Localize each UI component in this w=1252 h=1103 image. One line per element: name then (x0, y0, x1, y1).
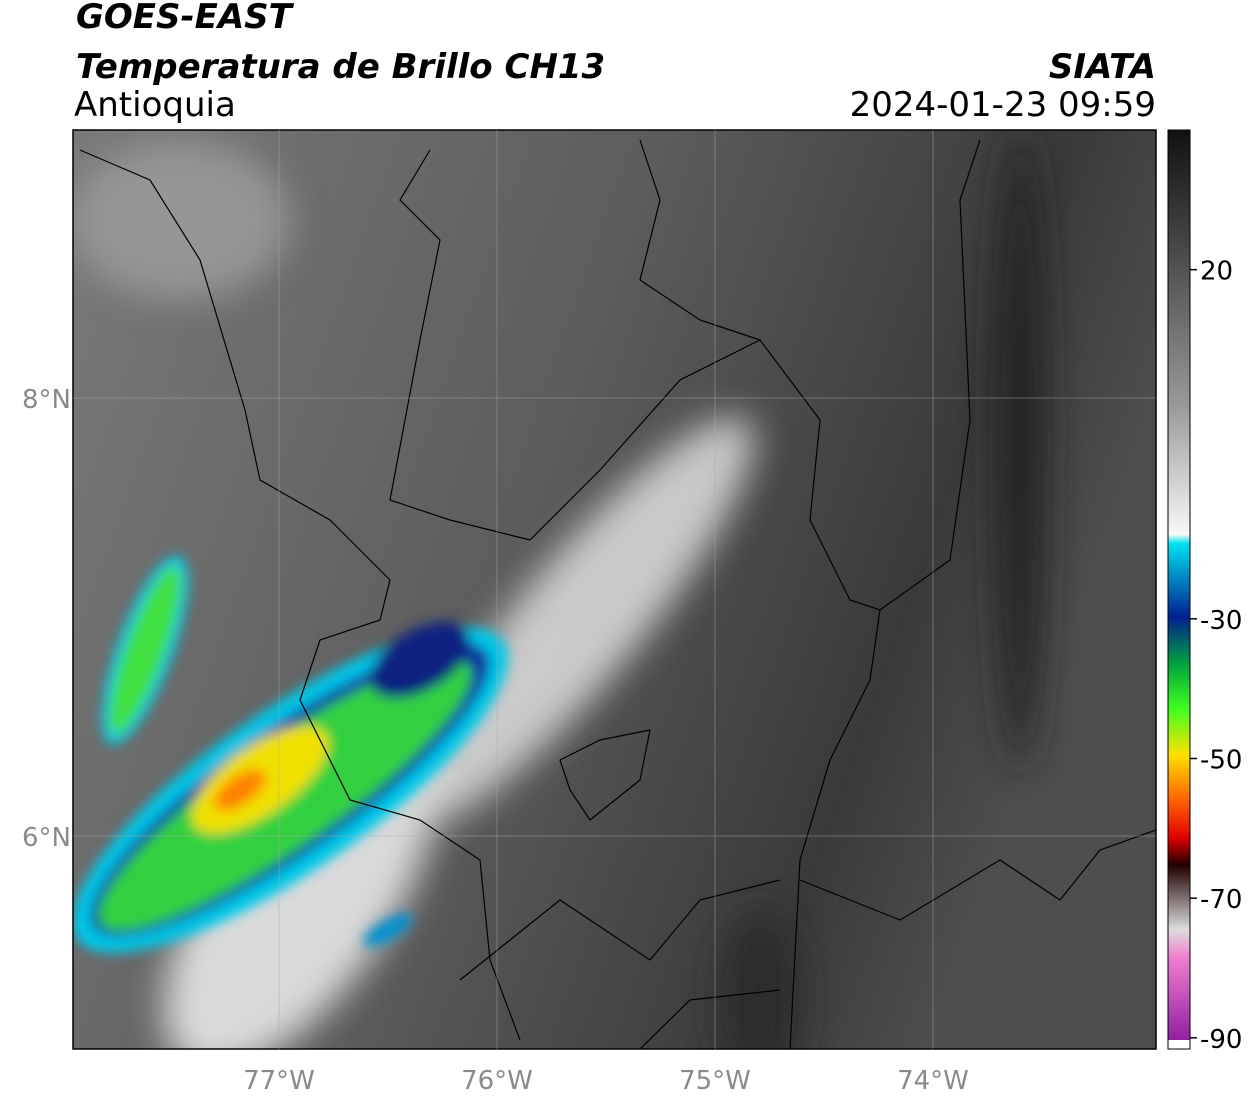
datetime: 2024-01-23 09:59 (850, 85, 1156, 125)
region: Antioquia (74, 85, 236, 125)
y-tick-label: 8°N (22, 385, 71, 415)
x-tick-label: 74°W (897, 1066, 969, 1096)
x-tick-label: 77°W (243, 1066, 315, 1096)
colorbar-tick-label: 20 (1200, 257, 1233, 287)
colorbar-tick-label: -30 (1200, 606, 1242, 636)
agency: SIATA (1049, 47, 1156, 87)
colorbar-tick-label: -50 (1200, 745, 1242, 775)
subtitle: Temperatura de Brillo CH13 (76, 47, 605, 87)
map-frame (72, 129, 1157, 1050)
x-tick-label: 75°W (679, 1066, 751, 1096)
y-tick-label: 6°N (22, 823, 71, 853)
title: GOES-EAST (76, 0, 295, 37)
colorbar-tick-label: -70 (1200, 885, 1242, 915)
colorbar-tick-label: -90 (1200, 1025, 1242, 1055)
x-tick-label: 76°W (461, 1066, 533, 1096)
satellite-image (73, 130, 1156, 1049)
colorbar (1167, 129, 1191, 1050)
